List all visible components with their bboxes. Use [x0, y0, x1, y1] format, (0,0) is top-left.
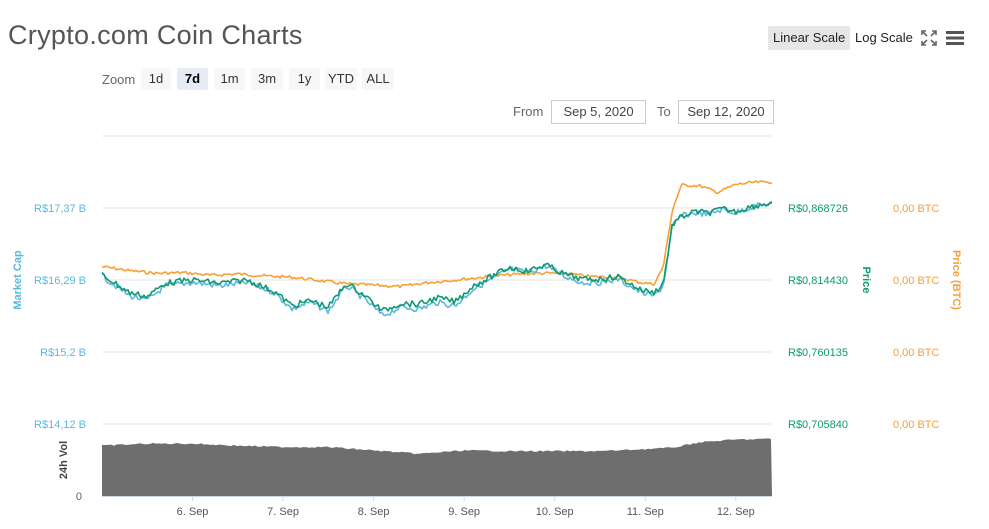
price-tick-label: R$0,760135: [788, 347, 848, 359]
market-cap-tick-label: R$16,29 B: [34, 275, 86, 287]
volume-area-group: [102, 438, 772, 496]
page-title: Crypto.com Coin Charts: [8, 20, 303, 50]
to-label: To: [657, 104, 671, 119]
zoom-1m-button[interactable]: 1m: [214, 68, 245, 90]
price-axis-title: Price: [860, 267, 872, 294]
x-tick-label: 12. Sep: [717, 506, 755, 518]
hamburger-menu-icon[interactable]: [946, 30, 964, 46]
zoom-label: Zoom: [102, 72, 136, 87]
axis-labels: R$17,37 B R$16,29 B R$15,2 B R$14,12 B R$0,8…: [12, 203, 962, 518]
market-cap-axis-title: Market Cap: [12, 250, 24, 310]
volume-area: [102, 438, 772, 496]
price-btc-tick-label: 0,00 BTC: [893, 275, 940, 287]
volume-axis-title: 24h Vol: [58, 441, 70, 479]
price-btc-tick-label: 0,00 BTC: [893, 347, 940, 359]
zoom-all-button[interactable]: ALL: [362, 68, 394, 90]
price-btc-tick-label: 0,00 BTC: [893, 419, 940, 431]
to-date-input[interactable]: Sep 12, 2020: [678, 100, 774, 124]
x-tick-label: 11. Sep: [627, 506, 664, 518]
x-tick-label: 8. Sep: [358, 506, 390, 518]
log-scale-button[interactable]: Log Scale: [855, 30, 913, 45]
zoom-ytd-button[interactable]: YTD: [325, 68, 357, 90]
x-tick-label: 10. Sep: [536, 506, 574, 518]
series-line-price-btc: [101, 180, 773, 289]
zoom-1d-button[interactable]: 1d: [141, 68, 171, 90]
series-line-market-cap: [101, 200, 773, 317]
zoom-3m-button[interactable]: 3m: [251, 68, 283, 90]
series-lines: [101, 180, 773, 317]
from-label: From: [513, 104, 544, 119]
market-cap-tick-label: R$17,37 B: [34, 203, 86, 215]
price-btc-axis-title: Price (BTC): [950, 250, 962, 310]
price-tick-label: R$0,814430: [788, 275, 848, 287]
from-date-input[interactable]: Sep 5, 2020: [551, 100, 646, 124]
x-tick-label: 9. Sep: [448, 506, 480, 518]
zoom-1y-button[interactable]: 1y: [289, 68, 320, 90]
market-cap-tick-label: R$15,2 B: [40, 347, 86, 359]
grid-lines: [102, 135, 772, 497]
linear-scale-button[interactable]: Linear Scale: [768, 26, 851, 50]
price-btc-tick-label: 0,00 BTC: [893, 203, 940, 215]
x-tick-label: 6. Sep: [177, 506, 209, 518]
x-tick-label: 7. Sep: [267, 506, 299, 518]
price-tick-label: R$0,705840: [788, 419, 848, 431]
market-cap-tick-label: R$14,12 B: [34, 419, 86, 431]
volume-tick-label: 0: [76, 491, 82, 503]
fullscreen-icon[interactable]: [921, 30, 937, 46]
series-line-price: [101, 202, 772, 312]
price-tick-label: R$0,868726: [788, 203, 848, 215]
zoom-7d-button[interactable]: 7d: [177, 68, 208, 90]
